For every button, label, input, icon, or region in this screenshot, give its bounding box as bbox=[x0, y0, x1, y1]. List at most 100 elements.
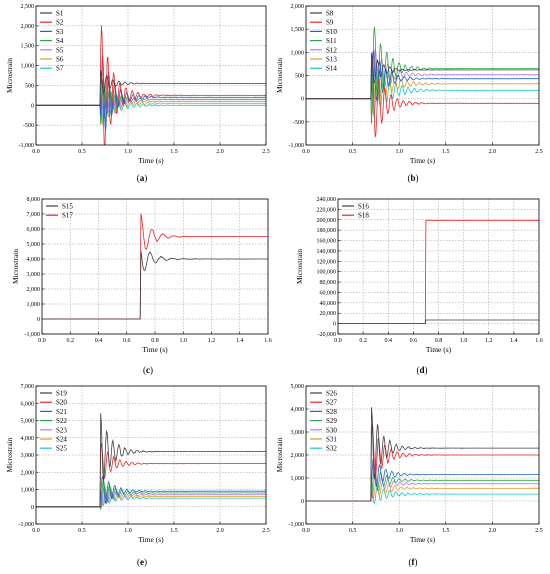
y-tick-label: 200,000 bbox=[317, 218, 337, 224]
legend-label-S26: S26 bbox=[326, 390, 337, 398]
legend-label-S8: S8 bbox=[326, 10, 334, 18]
x-tick-label: 0.0 bbox=[302, 149, 310, 155]
y-tick-label: 60,000 bbox=[320, 290, 337, 296]
x-tick-label: 1.0 bbox=[395, 528, 403, 534]
y-tick-label: 0 bbox=[333, 322, 336, 328]
x-axis-label: Time (s) bbox=[138, 535, 164, 544]
y-tick-label: 5,000 bbox=[21, 419, 35, 425]
chart-panel-5: 0.0 0.5 1.0 1.5 2.0 2.5 -1,000 0 1,000 2,000 3,000… bbox=[5, 384, 270, 567]
y-tick-label: 4,000 bbox=[27, 257, 41, 263]
chart-panel-1: 0.0 0.5 1.0 1.5 2.0 2.5 -1,000 -500 0 500 1,000 1,5… bbox=[5, 4, 270, 183]
y-tick-label: 1,000 bbox=[291, 50, 305, 56]
legend-label-S3: S3 bbox=[56, 28, 64, 36]
y-tick-label: 8,000 bbox=[27, 197, 41, 203]
y-axis-label: Microstrain bbox=[295, 249, 304, 284]
y-tick-label: 1,500 bbox=[291, 27, 305, 33]
panel-label: (d) bbox=[416, 365, 427, 375]
x-tick-label: 2.5 bbox=[535, 528, 543, 534]
panel-label: (e) bbox=[137, 557, 147, 567]
x-tick-label: 1.2 bbox=[208, 338, 216, 344]
y-tick-label: 180,000 bbox=[317, 228, 337, 234]
y-tick-label: 3,000 bbox=[21, 453, 35, 459]
plot-frame bbox=[35, 385, 267, 525]
plot-frame bbox=[35, 5, 267, 146]
series-line-S2 bbox=[36, 25, 266, 145]
series-group bbox=[36, 25, 266, 145]
legend-label-S19: S19 bbox=[56, 390, 67, 398]
y-tick-label: 6,000 bbox=[21, 401, 35, 407]
x-axis-label: Time (s) bbox=[138, 156, 164, 165]
y-tick-label: 140,000 bbox=[317, 249, 337, 255]
series-line-S30 bbox=[306, 471, 539, 502]
legend-label-S27: S27 bbox=[326, 399, 337, 407]
x-axis-label: Time (s) bbox=[142, 345, 168, 354]
x-tick-label: 1.0 bbox=[124, 528, 132, 534]
x-tick-label: 0.2 bbox=[359, 338, 367, 344]
y-tick-label: -500 bbox=[293, 120, 304, 126]
x-tick-label: 2.0 bbox=[216, 528, 224, 534]
y-tick-label: 20,000 bbox=[320, 311, 337, 317]
y-tick-label: 120,000 bbox=[317, 259, 337, 265]
x-tick-label: 1.5 bbox=[170, 528, 178, 534]
series-group bbox=[42, 213, 268, 320]
plot-frame bbox=[337, 198, 540, 335]
legend-label-S18: S18 bbox=[358, 212, 369, 220]
x-tick-label: 0.6 bbox=[410, 338, 418, 344]
legend-label-S12: S12 bbox=[326, 46, 337, 54]
legend-label-S29: S29 bbox=[326, 417, 337, 425]
legend-label-S30: S30 bbox=[326, 426, 337, 434]
series-line-S3 bbox=[36, 55, 266, 131]
x-tick-label: 0.8 bbox=[435, 338, 443, 344]
legend-label-S2: S2 bbox=[56, 19, 64, 27]
y-tick-label: 1,500 bbox=[21, 44, 35, 50]
y-tick-label: 0 bbox=[37, 317, 40, 323]
y-tick-label: 3,000 bbox=[291, 430, 305, 436]
legend-label-S22: S22 bbox=[56, 417, 67, 425]
x-tick-label: 1.6 bbox=[535, 338, 543, 344]
y-tick-label: 3,000 bbox=[27, 272, 41, 278]
y-tick-label: 0 bbox=[31, 505, 34, 511]
y-tick-label: 1,000 bbox=[21, 64, 35, 70]
y-tick-label: -500 bbox=[23, 123, 34, 129]
y-tick-label: 4,000 bbox=[21, 436, 35, 442]
x-tick-label: 0.8 bbox=[151, 338, 159, 344]
x-tick-label: 1.5 bbox=[170, 149, 178, 155]
y-tick-label: 80,000 bbox=[320, 280, 337, 286]
y-tick-label: -1,000 bbox=[19, 522, 35, 528]
y-tick-label: 240,000 bbox=[317, 197, 337, 203]
series-line-S20 bbox=[36, 442, 266, 508]
series-group bbox=[306, 26, 539, 138]
y-tick-label: 2,500 bbox=[21, 4, 35, 10]
x-tick-label: 1.5 bbox=[442, 528, 450, 534]
legend-label-S28: S28 bbox=[326, 408, 337, 416]
x-tick-label: 0.0 bbox=[32, 528, 40, 534]
y-tick-label: 1,000 bbox=[291, 476, 305, 482]
y-tick-label: 4,000 bbox=[291, 407, 305, 413]
panel-label: (b) bbox=[407, 173, 418, 183]
y-axis-label: Microstrain bbox=[275, 437, 284, 472]
x-tick-label: 0.5 bbox=[78, 149, 86, 155]
legend-label-S17: S17 bbox=[62, 212, 73, 220]
x-tick-label: 2.0 bbox=[489, 149, 497, 155]
series-line-S19 bbox=[36, 413, 266, 508]
y-tick-label: 2,000 bbox=[291, 4, 305, 10]
legend-label-S11: S11 bbox=[326, 37, 337, 45]
x-tick-label: 1.0 bbox=[180, 338, 188, 344]
legend-label-S21: S21 bbox=[56, 408, 67, 416]
legend-label-S7: S7 bbox=[56, 65, 64, 73]
panel-label: (a) bbox=[137, 173, 148, 183]
legend-label-S20: S20 bbox=[56, 399, 67, 407]
y-axis-label: Microstrain bbox=[275, 58, 284, 93]
y-axis-label: Microstrain bbox=[5, 58, 14, 93]
legend-label-S16: S16 bbox=[358, 203, 369, 211]
x-tick-label: 0.0 bbox=[32, 149, 40, 155]
y-tick-label: 6,000 bbox=[27, 227, 41, 233]
y-tick-label: -1,000 bbox=[25, 332, 41, 338]
series-line-S14 bbox=[306, 58, 539, 119]
legend-label-S5: S5 bbox=[56, 46, 64, 54]
x-tick-label: 0.0 bbox=[38, 338, 46, 344]
y-tick-label: 2,000 bbox=[21, 24, 35, 30]
legend-label-S4: S4 bbox=[56, 37, 64, 45]
y-tick-label: -20,000 bbox=[318, 332, 337, 338]
series-line-S27 bbox=[306, 423, 539, 502]
